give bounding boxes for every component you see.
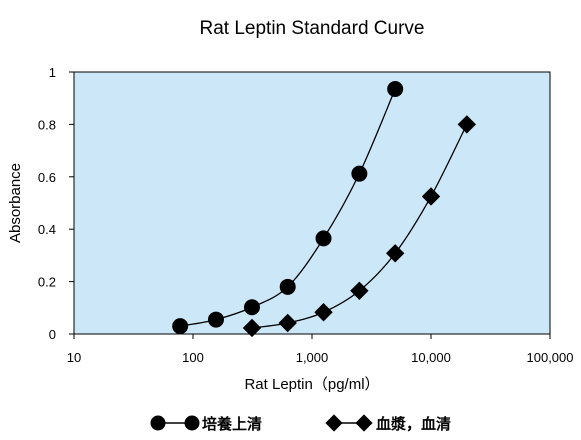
diamond-marker [421,187,441,206]
diamond-marker [242,318,262,338]
x-axis: 10 100 1,000 10,000 100,000 [67,334,574,365]
circle-marker [207,311,224,328]
y-axis-label: Absorbance [7,163,24,243]
diamond-marker [385,244,405,263]
legend-marker-diamond [325,414,343,432]
legend-marker-diamond [355,414,373,432]
y-tick-label: 0.8 [38,117,56,132]
legend-label-1: 培養上清 [202,415,262,433]
circle-marker [243,299,260,316]
series-layer [172,81,477,338]
plot-area [73,71,551,335]
circle-marker [172,318,189,335]
x-tick-label: 100 [182,350,204,365]
circle-marker [315,230,332,247]
x-tick-label: 1,000 [296,350,329,365]
legend-marker-circle [150,415,166,431]
legend: 培養上清 血漿，血清 [150,414,451,433]
circle-marker [351,165,368,182]
y-tick-label: 0 [49,327,56,342]
x-axis-label: Rat Leptin（pg/ml） [244,376,379,393]
y-tick-label: 1 [49,65,56,80]
circle-marker [387,81,404,98]
diamond-marker [457,115,477,134]
y-tick-label: 0.4 [38,222,56,237]
circle-marker [279,278,296,295]
legend-label-2: 血漿，血清 [376,415,451,433]
x-tick-label: 100,000 [527,350,574,365]
chart-title: Rat Leptin Standard Curve [200,18,425,39]
x-tick-label: 10,000 [411,350,451,365]
y-tick-label: 0.2 [38,275,56,290]
diamond-marker [314,303,333,322]
y-tick-label: 0.6 [38,170,56,185]
y-axis: 0 0.2 0.4 0.6 0.8 1 [38,65,74,342]
x-tick-label: 10 [67,350,81,365]
legend-marker-circle [184,415,200,431]
diamond-marker [278,313,297,333]
diamond-marker [350,281,369,300]
